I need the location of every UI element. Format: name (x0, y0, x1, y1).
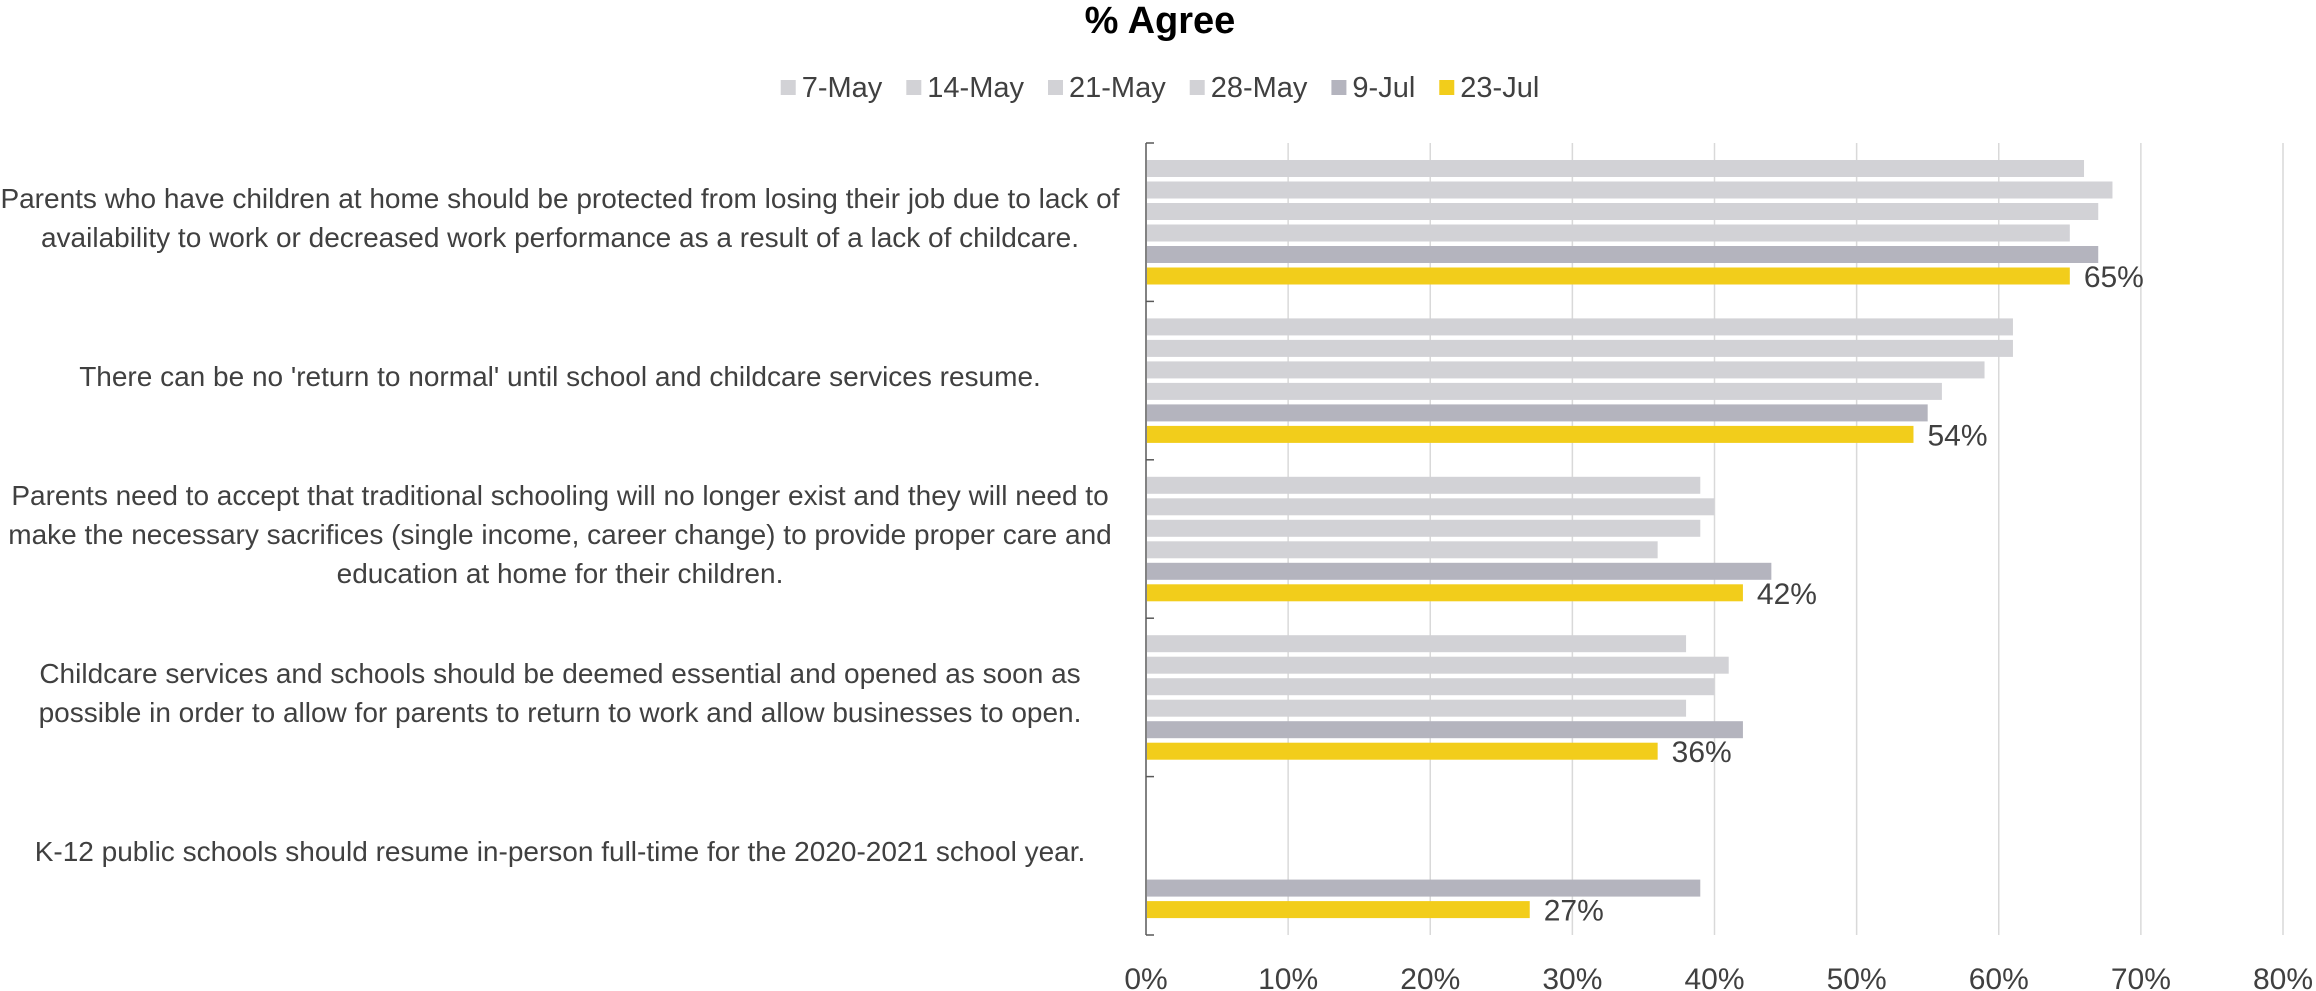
data-label: 65% (2084, 261, 2144, 294)
category-label: Childcare services and schools should be… (38, 658, 1082, 729)
legend: 7-May 14-May 21-May 28-May 9-Jul 23-Jul (780, 72, 1539, 104)
legend-label: 7-May (802, 72, 883, 104)
category-label: Parents who have children at home should… (0, 183, 1120, 253)
legend-label: 9-Jul (1352, 72, 1415, 104)
legend-label: 28-May (1211, 72, 1308, 104)
bar (1147, 404, 1928, 422)
axes: 0% 10% 20% 30% 40% 50% 60% 70% 80% (1124, 142, 2313, 991)
data-label: 54% (1927, 419, 1987, 452)
bar (1147, 267, 2070, 285)
x-tick-label: 0% (1124, 963, 1167, 991)
chart-title: % Agree (1085, 0, 1236, 42)
x-tick-label: 80% (2253, 963, 2313, 991)
legend-swatch (906, 80, 922, 95)
bar (1147, 635, 1687, 653)
bar (1147, 425, 1914, 443)
bar (1147, 160, 2085, 177)
legend-item: 14-May (906, 72, 1025, 104)
bar (1147, 901, 1530, 919)
bar (1147, 879, 1701, 897)
bar (1147, 361, 1985, 379)
bar (1147, 246, 2099, 263)
bar (1147, 181, 2113, 199)
x-tick-label: 30% (1542, 963, 1602, 991)
legend-label: 23-Jul (1460, 72, 1539, 104)
bar (1147, 721, 1743, 739)
data-label: 27% (1544, 895, 1604, 928)
category-label: K-12 public schools should resume in-per… (34, 836, 1086, 868)
bar (1147, 382, 1942, 400)
x-tick-label: 20% (1400, 963, 1460, 991)
legend-item: 7-May (780, 72, 883, 104)
legend-label: 21-May (1069, 72, 1166, 104)
x-tick-label: 10% (1258, 963, 1318, 991)
data-label: 36% (1672, 736, 1732, 769)
bar (1147, 318, 2013, 336)
x-tick-label: 40% (1684, 963, 1744, 991)
category-label: There can be no 'return to normal' until… (79, 360, 1041, 392)
bar (1147, 678, 1715, 696)
bar (1147, 476, 1701, 494)
bar (1147, 584, 1743, 602)
bar (1147, 498, 1715, 516)
bar (1147, 699, 1687, 717)
category-label: Parents need to accept that traditional … (8, 480, 1112, 590)
bar (1147, 519, 1701, 537)
data-label: 42% (1757, 578, 1817, 611)
legend-item: 9-Jul (1331, 72, 1415, 104)
x-tick-label: 50% (1827, 963, 1887, 991)
bar (1147, 742, 1658, 760)
bar (1147, 339, 2013, 357)
legend-item: 28-May (1189, 72, 1308, 104)
legend-swatch (1331, 80, 1347, 95)
bars: 65% 54% 42% 36% 27% (1147, 160, 2144, 928)
legend-swatch (1048, 80, 1064, 95)
legend-swatch (1439, 80, 1455, 95)
bar (1147, 562, 1772, 580)
bar (1147, 224, 2070, 242)
legend-swatch (1189, 80, 1205, 95)
bar (1147, 541, 1658, 559)
bar (1147, 656, 1729, 674)
legend-item: 21-May (1048, 72, 1166, 104)
x-tick-label: 70% (2111, 963, 2171, 991)
legend-swatch (780, 80, 796, 95)
legend-label: 14-May (927, 72, 1024, 104)
x-tick-label: 60% (1969, 963, 2029, 991)
legend-item: 23-Jul (1439, 72, 1539, 104)
bar (1147, 203, 2099, 220)
